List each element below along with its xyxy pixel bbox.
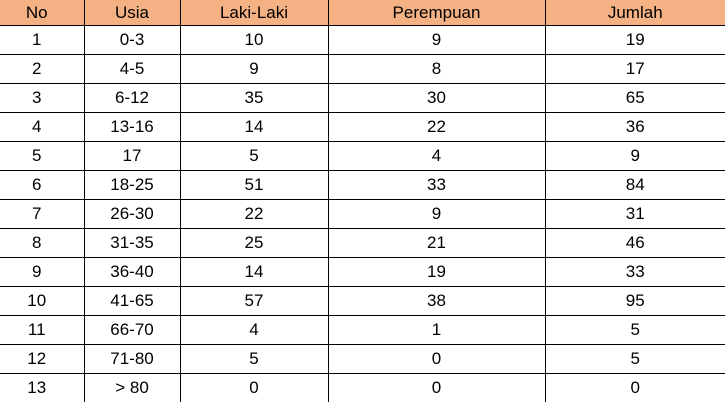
cell-perempuan: 0 xyxy=(327,373,546,402)
cell-jumlah: 95 xyxy=(544,286,725,316)
cell-jumlah: 46 xyxy=(544,228,725,258)
cell-no: 11 xyxy=(0,315,85,345)
cell-jumlah: 31 xyxy=(544,199,725,229)
cell-usia: 17 xyxy=(83,141,181,171)
cell-perempuan: 38 xyxy=(327,286,546,316)
cell-no: 9 xyxy=(0,257,85,287)
cell-no: 10 xyxy=(0,286,85,316)
cell-jumlah: 5 xyxy=(544,315,725,345)
cell-perempuan: 21 xyxy=(327,228,546,258)
cell-usia: 26-30 xyxy=(83,199,181,229)
table-row: 10 41-65 57 38 95 xyxy=(0,286,725,316)
header-perempuan: Perempuan xyxy=(327,0,546,26)
cell-perempuan: 8 xyxy=(327,54,546,84)
cell-laki-laki: 14 xyxy=(179,257,329,287)
header-laki-laki: Laki-Laki xyxy=(179,0,329,26)
cell-usia: 36-40 xyxy=(83,257,181,287)
cell-usia: 18-25 xyxy=(83,170,181,200)
table-row: 6 18-25 51 33 84 xyxy=(0,170,725,200)
table-row: 5 17 5 4 9 xyxy=(0,141,725,171)
cell-no: 6 xyxy=(0,170,85,200)
cell-laki-laki: 57 xyxy=(179,286,329,316)
table-row: 1 0-3 10 9 19 xyxy=(0,25,725,55)
cell-jumlah: 33 xyxy=(544,257,725,287)
cell-usia: 66-70 xyxy=(83,315,181,345)
cell-jumlah: 19 xyxy=(544,25,725,55)
cell-usia: 13-16 xyxy=(83,112,181,142)
table-row: 9 36-40 14 19 33 xyxy=(0,257,725,287)
table-row: 12 71-80 5 0 5 xyxy=(0,344,725,374)
cell-perempuan: 0 xyxy=(327,344,546,374)
table-row: 4 13-16 14 22 36 xyxy=(0,112,725,142)
cell-laki-laki: 5 xyxy=(179,141,329,171)
cell-jumlah: 84 xyxy=(544,170,725,200)
cell-perempuan: 9 xyxy=(327,199,546,229)
cell-no: 13 xyxy=(0,373,85,402)
cell-usia: > 80 xyxy=(83,373,181,402)
cell-no: 8 xyxy=(0,228,85,258)
cell-laki-laki: 5 xyxy=(179,344,329,374)
table-row: 8 31-35 25 21 46 xyxy=(0,228,725,258)
cell-jumlah: 17 xyxy=(544,54,725,84)
cell-no: 1 xyxy=(0,25,85,55)
cell-usia: 41-65 xyxy=(83,286,181,316)
header-jumlah: Jumlah xyxy=(544,0,725,26)
cell-perempuan: 22 xyxy=(327,112,546,142)
cell-laki-laki: 14 xyxy=(179,112,329,142)
table-row: 3 6-12 35 30 65 xyxy=(0,83,725,113)
header-row: No Usia Laki-Laki Perempuan Jumlah xyxy=(0,0,725,26)
table-row: 7 26-30 22 9 31 xyxy=(0,199,725,229)
cell-no: 2 xyxy=(0,54,85,84)
cell-laki-laki: 9 xyxy=(179,54,329,84)
cell-laki-laki: 10 xyxy=(179,25,329,55)
cell-usia: 71-80 xyxy=(83,344,181,374)
cell-usia: 0-3 xyxy=(83,25,181,55)
cell-no: 12 xyxy=(0,344,85,374)
table-row: 11 66-70 4 1 5 xyxy=(0,315,725,345)
cell-perempuan: 33 xyxy=(327,170,546,200)
cell-jumlah: 9 xyxy=(544,141,725,171)
cell-no: 4 xyxy=(0,112,85,142)
cell-perempuan: 30 xyxy=(327,83,546,113)
cell-perempuan: 9 xyxy=(327,25,546,55)
table-row: 2 4-5 9 8 17 xyxy=(0,54,725,84)
cell-usia: 31-35 xyxy=(83,228,181,258)
cell-usia: 6-12 xyxy=(83,83,181,113)
cell-jumlah: 5 xyxy=(544,344,725,374)
header-usia: Usia xyxy=(83,0,181,26)
table-row: 13 > 80 0 0 0 xyxy=(0,373,725,402)
cell-no: 7 xyxy=(0,199,85,229)
cell-no: 5 xyxy=(0,141,85,171)
cell-no: 3 xyxy=(0,83,85,113)
cell-laki-laki: 4 xyxy=(179,315,329,345)
cell-laki-laki: 51 xyxy=(179,170,329,200)
cell-jumlah: 65 xyxy=(544,83,725,113)
cell-jumlah: 36 xyxy=(544,112,725,142)
cell-laki-laki: 22 xyxy=(179,199,329,229)
cell-laki-laki: 25 xyxy=(179,228,329,258)
cell-perempuan: 1 xyxy=(327,315,546,345)
cell-perempuan: 19 xyxy=(327,257,546,287)
cell-jumlah: 0 xyxy=(544,373,725,402)
cell-usia: 4-5 xyxy=(83,54,181,84)
header-no: No xyxy=(0,0,85,26)
cell-perempuan: 4 xyxy=(327,141,546,171)
cell-laki-laki: 0 xyxy=(179,373,329,402)
cell-laki-laki: 35 xyxy=(179,83,329,113)
